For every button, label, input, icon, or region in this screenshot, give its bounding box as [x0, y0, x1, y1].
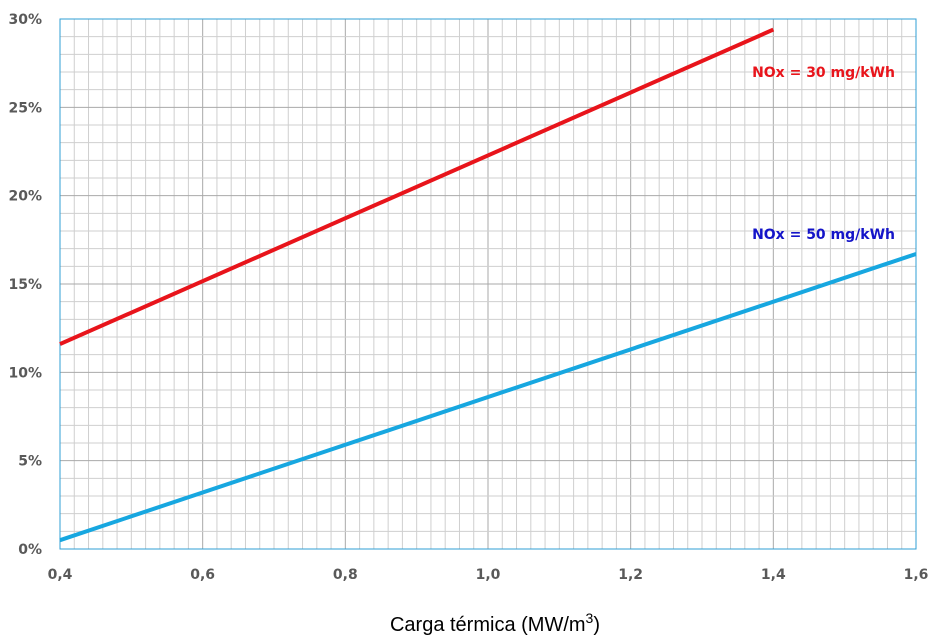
y-axis-ticks: 0% 5% 10% 15% 20% 25% 30% [8, 12, 42, 558]
series-line-2 [59, 252, 917, 543]
series-label-2: NOx = 50 mg/kWh [752, 227, 895, 243]
x-tick-label: 0,8 [333, 567, 358, 583]
series-lines [59, 27, 917, 543]
grid [59, 18, 917, 550]
x-tick-label: 0,6 [190, 567, 215, 583]
x-axis-label-superscript: 3 [586, 610, 594, 626]
y-tick-label: 0% [18, 542, 42, 558]
y-tick-label: 25% [8, 100, 42, 116]
y-tick-label: 30% [8, 12, 42, 28]
x-tick-label: 1,0 [476, 567, 501, 583]
y-tick-label: 5% [18, 454, 42, 470]
y-tick-label: 20% [8, 189, 42, 205]
x-tick-label: 1,4 [761, 567, 786, 583]
plot-border [59, 18, 917, 550]
series-line-1 [59, 27, 775, 346]
x-axis-ticks: 0,4 0,6 0,8 1,0 1,2 1,4 1,6 [48, 567, 929, 583]
series-label-1: NOx = 30 mg/kWh [752, 65, 895, 81]
x-tick-label: 1,6 [904, 567, 929, 583]
series-labels: NOx = 30 mg/kWh NOx = 50 mg/kWh [752, 65, 895, 243]
x-tick-label: 1,2 [618, 567, 643, 583]
y-tick-label: 10% [8, 365, 42, 381]
x-tick-label: 0,4 [48, 567, 73, 583]
y-tick-label: 15% [8, 277, 42, 293]
x-axis-label: Carga térmica (MW/m3) [390, 610, 600, 636]
